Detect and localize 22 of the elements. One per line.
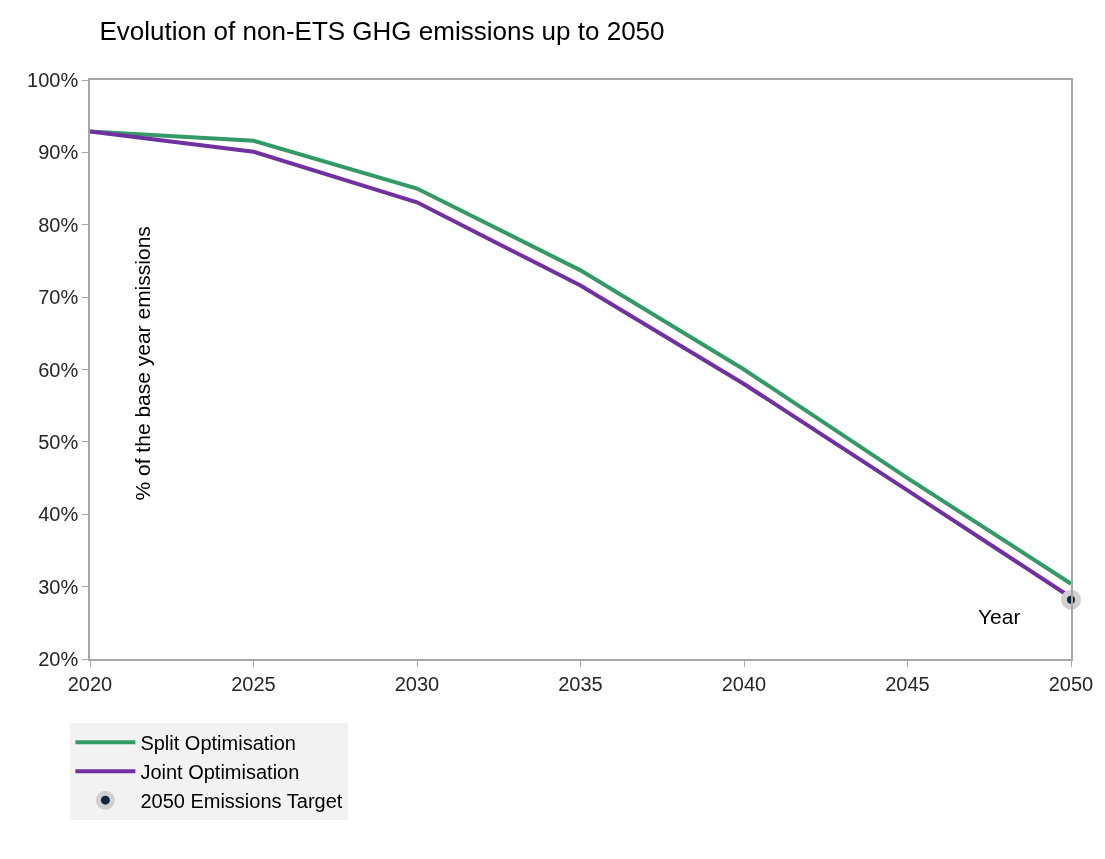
x-tick-label: 2045 [885, 672, 930, 695]
x-tick-label: 2050 [1048, 672, 1094, 695]
x-axis-title: Year [978, 605, 1021, 628]
x-tick-label: 2035 [558, 672, 603, 695]
y-tick-label: 80% [38, 213, 79, 236]
y-tick-label: 30% [38, 575, 79, 598]
legend-label: Joint Optimisation [140, 760, 300, 783]
y-axis-title: % of the base year emissions [130, 226, 154, 501]
x-tick-label: 2020 [67, 672, 113, 695]
y-tick-label: 20% [38, 648, 79, 670]
y-tick-label: 40% [38, 503, 79, 526]
y-tick-label: 50% [38, 430, 79, 453]
y-tick-label: 60% [38, 358, 79, 381]
y-tick-label: 70% [38, 286, 79, 309]
x-tick-label: 2040 [721, 672, 767, 695]
x-tick-label: 2030 [394, 672, 440, 695]
y-tick-label: 90% [38, 141, 79, 164]
legend-label: 2050 Emissions Target [140, 789, 343, 812]
legend-label: Split Optimisation [140, 731, 297, 754]
x-tick-label: 2025 [231, 672, 276, 695]
chart-title: Evolution of non-ETS GHG emissions up to 2050 [99, 15, 665, 46]
y-tick-label: 100% [27, 69, 79, 91]
